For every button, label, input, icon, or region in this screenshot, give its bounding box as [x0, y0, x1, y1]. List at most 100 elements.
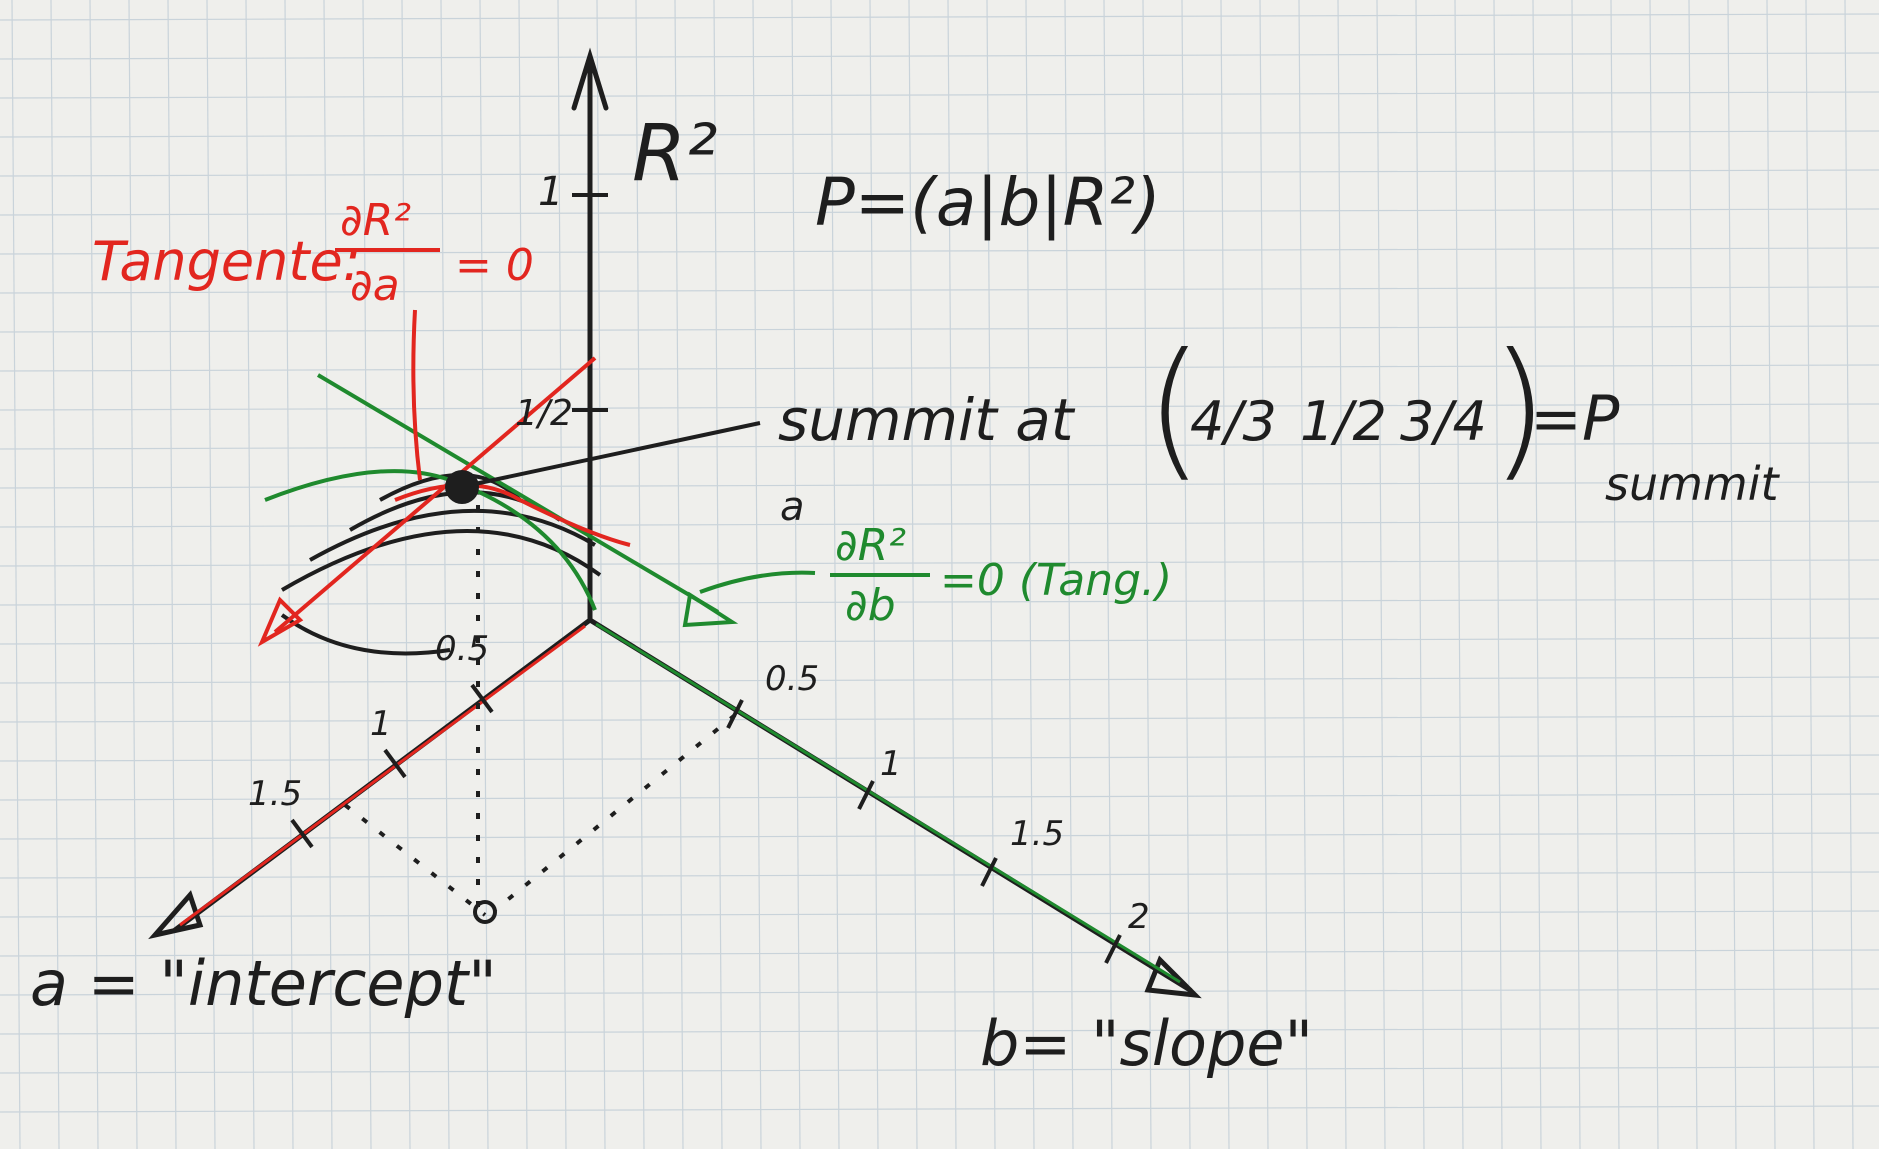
summit-pointer-line [469, 421, 761, 487]
grid-line-horizontal [0, 754, 1879, 762]
grid-line-vertical [1805, 0, 1815, 1149]
grid-line-horizontal [0, 403, 1879, 411]
intercept-axis-arrow-icon [148, 890, 204, 940]
slope-axis-label: b= "slope" [980, 1007, 1313, 1080]
grid-line-vertical [1844, 0, 1854, 1149]
r2-tick-1-label: 1 [538, 169, 563, 215]
grid-line-horizontal [0, 130, 1879, 138]
grid-line-vertical [752, 0, 762, 1149]
a-axis-ticks [290, 683, 494, 849]
grid-line-vertical [284, 0, 294, 1149]
grid-line-vertical [1766, 0, 1776, 1149]
grid-line-horizontal [0, 676, 1879, 684]
b-projection-line [493, 713, 737, 912]
r2-ticks [572, 193, 608, 412]
red-tangent-arrow-icon [257, 596, 304, 647]
grid-line-horizontal [0, 91, 1879, 99]
r2-tick-half-label: 1/2 [515, 393, 573, 434]
grid-line-vertical [1025, 0, 1035, 1149]
grid-line-vertical [1142, 0, 1152, 1149]
b-tick-1 [857, 780, 875, 810]
grid-line-horizontal [0, 1027, 1879, 1035]
grid-line-vertical [1220, 0, 1230, 1149]
grid-line-vertical [518, 0, 528, 1149]
green-annotation-pointer [699, 570, 816, 594]
r2-axis-label: R² [632, 109, 717, 199]
base-point [473, 900, 497, 924]
grid-line-vertical [986, 0, 996, 1149]
grid-line-horizontal [0, 13, 1879, 21]
grid-line-horizontal [0, 559, 1879, 567]
grid-line-horizontal [0, 715, 1879, 723]
summit-open-paren: ( [1145, 322, 1204, 496]
b-tick-2 [1104, 934, 1122, 964]
grid-line-horizontal [0, 1105, 1879, 1113]
slope-axis-green-overlay [595, 622, 1181, 984]
red-annotation-pointer [411, 309, 422, 481]
b-tick-label-1.5: 1.5 [1010, 814, 1064, 854]
summit-subscript: summit [1605, 457, 1781, 511]
grid-line-horizontal [0, 520, 1879, 528]
grid-line-vertical [1532, 0, 1542, 1149]
grid-line-horizontal [0, 1066, 1879, 1074]
grid-line-vertical [1493, 0, 1503, 1149]
a-tick-label-1: 1 [370, 704, 392, 744]
summit-b-value: 1/2 [1300, 390, 1387, 453]
grid-line-horizontal [0, 52, 1879, 60]
grid-line-horizontal [0, 325, 1879, 333]
grid-line-vertical [1376, 0, 1386, 1149]
b-tick-label-0.5: 0.5 [765, 659, 819, 699]
grid-line-vertical [50, 0, 60, 1149]
contour-3 [309, 508, 597, 562]
grid-line-vertical [362, 0, 372, 1149]
b-tick-0.5 [726, 699, 744, 729]
b-tick-label-1: 1 [880, 744, 902, 784]
grid-line-horizontal [0, 637, 1879, 645]
grid-line-vertical [440, 0, 450, 1149]
point-definition: P=(a|b|R²) [815, 164, 1161, 241]
red-contour [394, 483, 631, 547]
grid-line-vertical [1688, 0, 1698, 1149]
grid-line-vertical [89, 0, 99, 1149]
grid-line-vertical [128, 0, 138, 1149]
red-tangent-prefix: Tangente: [92, 230, 361, 293]
grid-line-vertical [713, 0, 723, 1149]
grid-line-vertical [1727, 0, 1737, 1149]
grid-line-vertical [1181, 0, 1191, 1149]
summit-a-value: 4/3 [1190, 390, 1277, 453]
grid-line-vertical [1454, 0, 1464, 1149]
grid-line-vertical [635, 0, 645, 1149]
grid-line-horizontal [0, 793, 1879, 801]
grid-line-horizontal [0, 208, 1879, 216]
red-tangent-denominator: ∂a [350, 260, 400, 311]
grid-line-vertical [596, 0, 606, 1149]
grid-line-horizontal [0, 481, 1879, 489]
grid-line-vertical [674, 0, 684, 1149]
grid-line-vertical [557, 0, 567, 1149]
grid-line-vertical [1298, 0, 1308, 1149]
b-tick-1.5 [980, 857, 998, 887]
projection-lines [343, 505, 737, 917]
grid-line-vertical [1415, 0, 1425, 1149]
green-tangent-numerator: ∂R² [835, 520, 906, 571]
a-projection-line [343, 803, 487, 917]
slope-axis-arrow-icon [1144, 955, 1202, 999]
green-tangent-equals: =0 (Tang.) [940, 555, 1172, 606]
red-curves [257, 309, 631, 647]
summit-label: summit at [778, 386, 1076, 454]
grid-line-vertical [323, 0, 333, 1149]
grid-line-horizontal [0, 871, 1879, 879]
grid-line-vertical [401, 0, 411, 1149]
b-axis-ticks [726, 699, 1122, 964]
summit-point [445, 470, 479, 504]
r2-axis-arrow-icon [571, 47, 609, 111]
grid-line-vertical [1259, 0, 1269, 1149]
grid-line-vertical [206, 0, 216, 1149]
green-tangent-denominator: ∂b [845, 580, 896, 631]
green-tangent-arrow-icon [682, 591, 739, 628]
grid-line-vertical [245, 0, 255, 1149]
grid-line-vertical [11, 0, 21, 1149]
